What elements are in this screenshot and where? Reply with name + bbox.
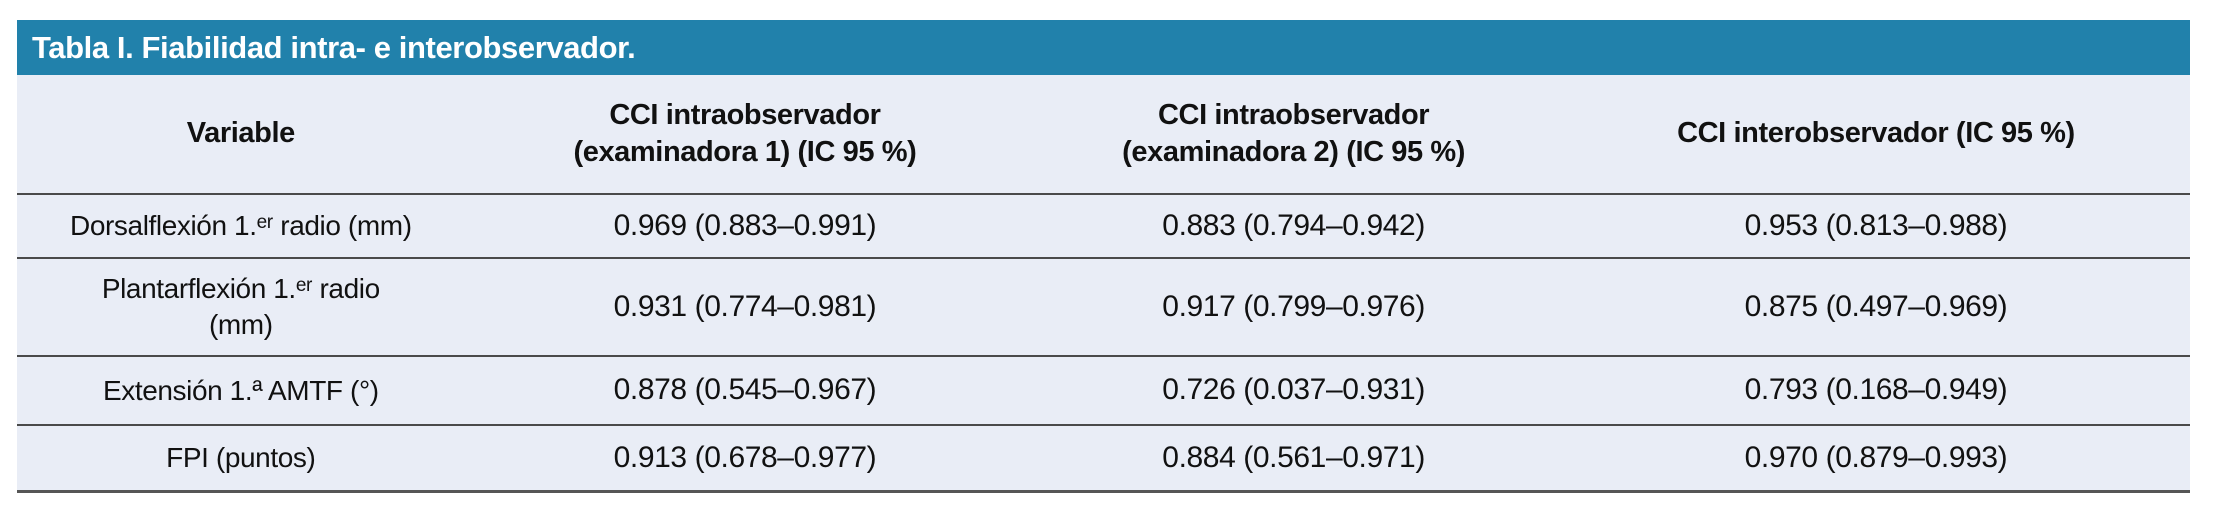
table-grid: Variable CCI intraobservador (examinador… — [17, 75, 2190, 493]
header-cell-variable: Variable — [186, 117, 295, 150]
value-cell: 0.917 (0.799–0.976) — [1025, 257, 1562, 355]
value-cell: 0.884 (0.561–0.971) — [1025, 424, 1562, 490]
value-cell: 0.969 (0.883–0.991) — [464, 193, 1026, 257]
reliability-table: Tabla I. Fiabilidad intra- e interobserv… — [17, 20, 2190, 493]
row-label: Dorsalflexión 1.ᵉʳ radio (mm) — [17, 193, 465, 257]
value-cell: 0.793 (0.168–0.949) — [1561, 355, 2190, 424]
value-cell: 0.878 (0.545–0.967) — [464, 355, 1026, 424]
table-title: Tabla I. Fiabilidad intra- e interobserv… — [32, 29, 636, 65]
row-label: FPI (puntos) — [17, 424, 465, 490]
table-title-bar: Tabla I. Fiabilidad intra- e interobserv… — [17, 20, 2190, 75]
value-cell: 0.970 (0.879–0.993) — [1561, 424, 2190, 490]
header-cell-cci-inter: CCI interobservador (IC 95 %) — [1677, 117, 2075, 150]
value-cell: 0.913 (0.678–0.977) — [464, 424, 1026, 490]
value-cell: 0.931 (0.774–0.981) — [464, 257, 1026, 355]
value-cell: 0.883 (0.794–0.942) — [1025, 193, 1562, 257]
header-cell-cci-intra-1: CCI intraobservador (examinadora 1) (IC … — [573, 98, 917, 168]
value-cell: 0.875 (0.497–0.969) — [1561, 257, 2190, 355]
row-label: Plantarflexión 1.ᵉʳ radio (mm) — [17, 257, 465, 355]
value-cell: 0.953 (0.813–0.988) — [1561, 193, 2190, 257]
value-cell: 0.726 (0.037–0.931) — [1025, 355, 1562, 424]
header-cell-cci-intra-2: CCI intraobservador (examinadora 2) (IC … — [1122, 98, 1466, 168]
row-label: Extensión 1.ª AMTF (°) — [17, 355, 465, 424]
